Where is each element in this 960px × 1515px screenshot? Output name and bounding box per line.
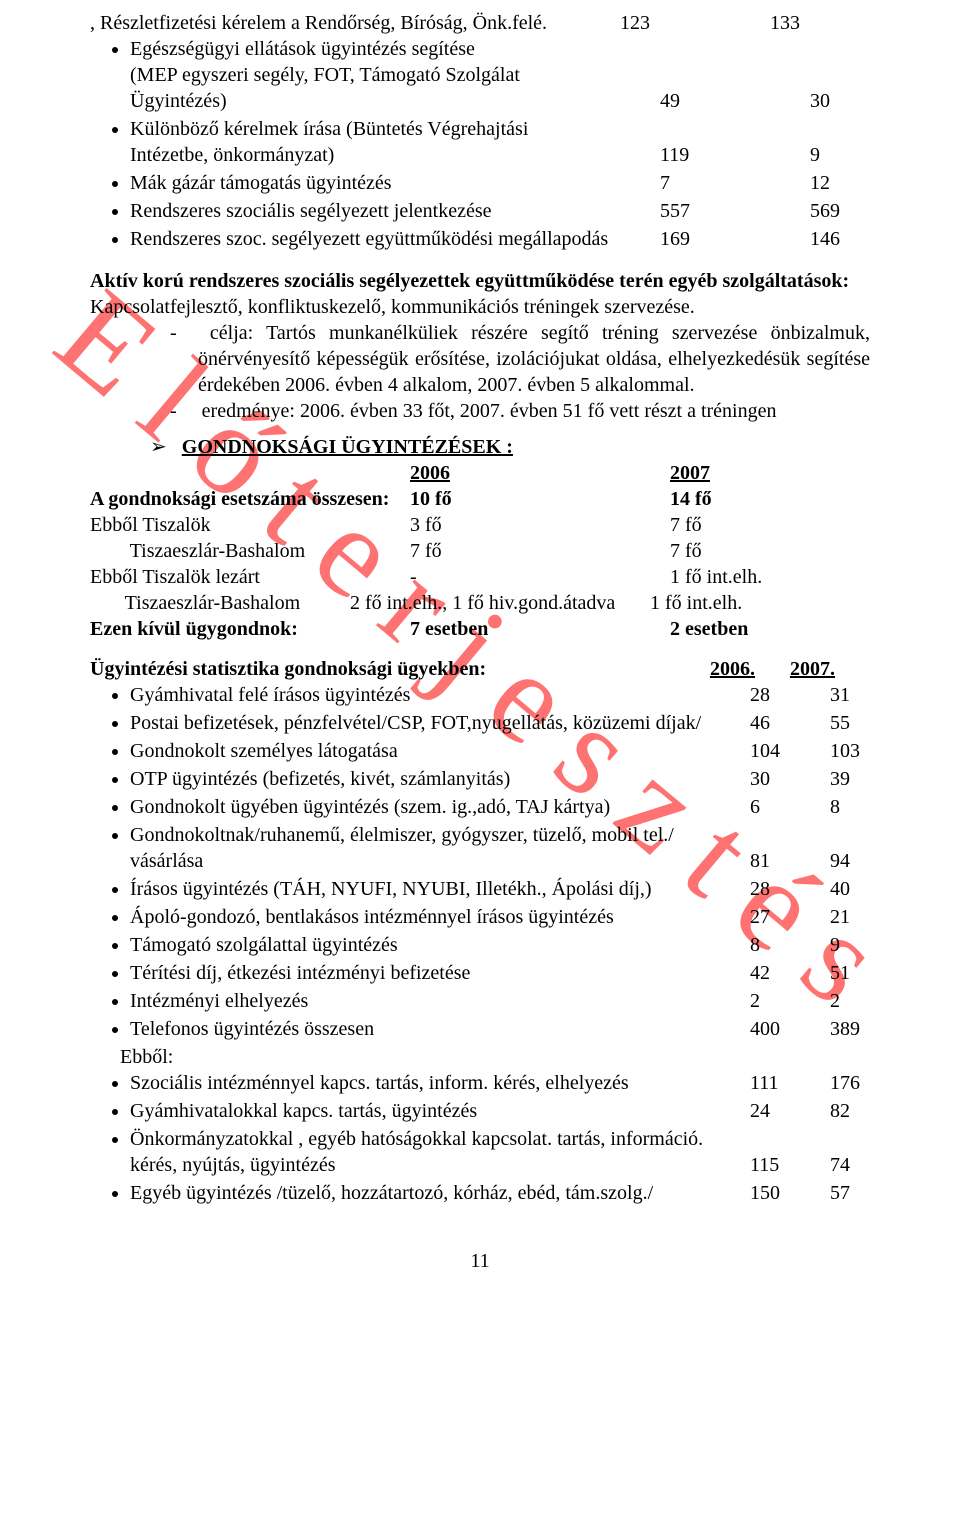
gondnoksagi-heading: ➢ GONDNOKSÁGI ÜGYINTÉZÉSEK :: [150, 434, 870, 460]
dash-item-1: célja: Tartós munkanélküliek részére seg…: [170, 320, 870, 398]
stats-list-2: Szociális intézménnyel kapcs. tartás, in…: [130, 1070, 870, 1208]
top-item-1-sub1: Ügyintézés) 49 30: [130, 88, 870, 114]
top-item-0: , Részletfizetési kérelem a Rendőrség, B…: [90, 10, 870, 36]
dash-item-2: eredménye: 2006. évben 33 főt, 2007. évb…: [170, 398, 870, 424]
arrow-icon: ➢: [150, 436, 167, 458]
stats2-item-2: Önkormányzatokkal , egyéb hatóságokkal k…: [130, 1126, 870, 1152]
stats-item-0: Gyámhivatal felé írásos ügyintézés 28 31: [130, 682, 870, 708]
top-item-1-sub0: (MEP egyszeri segély, FOT, Támogató Szol…: [130, 62, 870, 88]
top-item-0-v1: 123: [620, 10, 700, 36]
stats-item-10: Intézményi elhelyezés 2 2: [130, 988, 870, 1014]
paragraph-line1: Aktív korú rendszeres szociális segélyez…: [90, 268, 870, 294]
stats2-item-2-sub: kérés, nyújtás, ügyintézés 115 74: [130, 1152, 870, 1178]
stats2-item-3: Egyéb ügyintézés /tüzelő, hozzátartozó, …: [130, 1180, 870, 1206]
gondnoksagi-table: 2006 2007 A gondnoksági esetszáma összes…: [90, 460, 870, 642]
stats2-item-0: Szociális intézménnyel kapcs. tartás, in…: [130, 1070, 870, 1096]
stats-item-11: Telefonos ügyintézés összesen 400 389: [130, 1016, 870, 1042]
stats-item-1: Postai befizetések, pénzfelvétel/CSP, FO…: [130, 710, 870, 736]
stats-item-6: Írásos ügyintézés (TÁH, NYUFI, NYUBI, Il…: [130, 876, 870, 902]
gond-row-5: Ezen kívül ügygondnok: 7 esetben 2 esetb…: [90, 616, 870, 642]
page-number: 11: [90, 1248, 870, 1274]
top-item-1-label: Egészségügyi ellátások ügyintézés segíté…: [130, 36, 475, 62]
top-item-4: Rendszeres szociális segélyezett jelentk…: [130, 198, 870, 224]
gond-year1: 2006: [390, 460, 670, 486]
gond-row-0: A gondnoksági esetszáma összesen: 10 fő …: [90, 486, 870, 512]
stats-item-5-sub: vásárlása 81 94: [130, 848, 870, 874]
top-item-5: Rendszeres szoc. segélyezett együttműköd…: [130, 226, 870, 252]
top-item-3: Mák gázár támogatás ügyintézés 7 12: [130, 170, 870, 196]
gond-row-3: Ebből Tiszalök lezárt - 1 fő int.elh.: [90, 564, 870, 590]
stats-item-8: Támogató szolgálattal ügyintézés 8 9: [130, 932, 870, 958]
top-item-0-v2: 133: [770, 10, 850, 36]
stats2-item-1: Gyámhivatalokkal kapcs. tartás, ügyintéz…: [130, 1098, 870, 1124]
top-bullet-list: Egészségügyi ellátások ügyintézés segíté…: [130, 36, 870, 254]
stats-item-9: Térítési díj, étkezési intézményi befize…: [130, 960, 870, 986]
dash-list: célja: Tartós munkanélküliek részére seg…: [170, 320, 870, 424]
gond-year2: 2007: [670, 460, 870, 486]
ebbol-label: Ebből:: [90, 1044, 870, 1070]
stats-item-3: OTP ügyintézés (befizetés, kivét, számla…: [130, 766, 870, 792]
top-item-1: Egészségügyi ellátások ügyintézés segíté…: [130, 36, 870, 62]
top-item-2: Különböző kérelmek írása (Büntetés Végre…: [130, 116, 870, 142]
top-item-2-sub0: Intézetbe, önkormányzat) 119 9: [130, 142, 870, 168]
paragraph-line2: Kapcsolatfejlesztő, konfliktuskezelő, ko…: [90, 294, 870, 320]
stats-item-2: Gondnokolt személyes látogatása 104 103: [130, 738, 870, 764]
gond-row-1: Ebből Tiszalök 3 fő 7 fő: [90, 512, 870, 538]
stats-item-4: Gondnokolt ügyében ügyintézés (szem. ig.…: [130, 794, 870, 820]
top-item-0-label: , Részletfizetési kérelem a Rendőrség, B…: [90, 10, 870, 36]
gond-row-4: Tiszaeszlár-Bashalom 2 fő int.elh., 1 fő…: [90, 590, 870, 616]
gond-row-2: Tiszaeszlár-Bashalom 7 fő 7 fő: [90, 538, 870, 564]
stats-item-7: Ápoló-gondozó, bentlakásos intézménnyel …: [130, 904, 870, 930]
stats-list-1: Gyámhivatal felé írásos ügyintézés 28 31…: [130, 682, 870, 1044]
stats-item-5: Gondnokoltnak/ruhanemű, élelmiszer, gyóg…: [130, 822, 870, 848]
stats-heading: Ügyintézési statisztika gondnoksági ügye…: [90, 656, 870, 682]
